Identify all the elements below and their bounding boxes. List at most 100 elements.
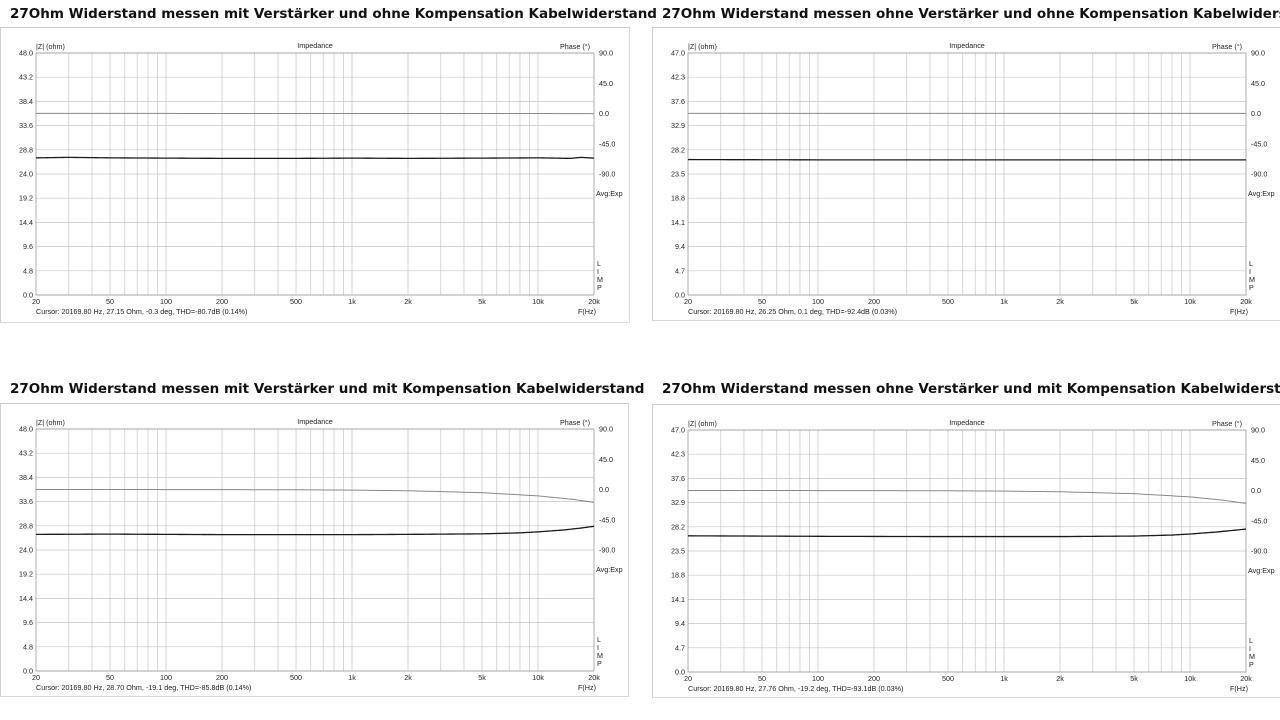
y-right-tick-label: 45.0	[1251, 456, 1265, 465]
heading-suffix: Kompensation Kabelwiderstand	[397, 381, 645, 397]
y-tick-label: 37.6	[671, 474, 685, 483]
y-right-tick-label: 45.0	[1251, 79, 1265, 88]
impedance-chart-4[interactable]: 0.0 4.7 9.4 14.1 18.8 23.5 28.2 32.9 37.6 42.3 47.…	[652, 404, 1280, 698]
chart-svg: 0.0 4.7 9.4 14.1 18.8 23.5 28.2 32.9 37.6 42.3 47.…	[671, 418, 1275, 693]
y-tick-label: 0.0	[23, 291, 33, 300]
heading-compensation-mode: mit	[1036, 381, 1062, 397]
impedance-chart-2[interactable]: 0.0 4.7 9.4 14.1 18.8 23.5 28.2 32.9 37.6 42.3 47.…	[652, 27, 1280, 321]
heading-suffix: Kompensation Kabelwiderstand	[410, 6, 657, 22]
y-tick-label: 4.8	[23, 642, 33, 651]
heading-amplifier-mode: ohne	[875, 381, 914, 397]
x-tick-label: 2k	[404, 673, 412, 682]
y-right-tick-label: 0.0	[599, 109, 609, 118]
x-tick-label: 200	[216, 673, 228, 682]
y-tick-label: 32.9	[671, 121, 685, 130]
x-tick-label: 20k	[588, 673, 600, 682]
y-tick-label: 43.2	[19, 73, 33, 82]
impedance-chart-1[interactable]: 0.0 4.8 9.6 14.4 19.2 24.0 28.8 33.6 38.4 43.2 48.…	[0, 27, 630, 323]
y-tick-label: 37.6	[671, 97, 685, 106]
y-tick-label: 4.7	[675, 266, 685, 275]
x-axis-label: F(Hz)	[1230, 684, 1248, 693]
x-tick-label: 20	[684, 297, 692, 306]
y-tick-label: 0.0	[23, 667, 33, 676]
x-tick-label: 500	[942, 297, 954, 306]
y-tick-label: 43.2	[19, 449, 33, 458]
y-tick-label: 24.0	[19, 170, 33, 179]
x-tick-label: 20	[32, 297, 40, 306]
y-right-tick-label: 90.0	[599, 49, 613, 58]
limp-letter: L	[1249, 636, 1253, 645]
limp-letter: M	[1249, 652, 1255, 661]
impedance-series-line	[35, 156, 595, 160]
x-tick-label: 5k	[1130, 674, 1138, 683]
chart-title: Impedance	[297, 41, 333, 50]
x-tick-label: 100	[812, 674, 824, 683]
y-axis-label: |Z| (ohm)	[36, 42, 65, 51]
cursor-readout: Cursor: 20169.80 Hz, 27.76 Ohm, -19.2 de…	[688, 684, 903, 693]
x-tick-label: 20k	[1240, 674, 1252, 683]
y-tick-label: 9.4	[675, 619, 685, 628]
x-axis-label: F(Hz)	[1230, 307, 1248, 316]
x-tick-label: 500	[290, 673, 302, 682]
chart-title: Impedance	[949, 41, 985, 50]
x-tick-label: 1k	[1000, 674, 1008, 683]
x-tick-label: 50	[758, 297, 766, 306]
y-right-tick-label: -90.0	[599, 170, 615, 179]
y-tick-label: 23.5	[671, 547, 685, 556]
y-tick-label: 28.2	[671, 145, 685, 154]
heading-prefix: 27Ohm Widerstand messen	[10, 6, 224, 22]
y-axis-label: |Z| (ohm)	[688, 419, 717, 428]
y-right-axis-label: Phase (°)	[1212, 419, 1242, 428]
heading-amplifier-mode: ohne	[875, 6, 914, 22]
x-tick-label: 2k	[1056, 674, 1064, 683]
y-tick-label: 23.5	[671, 170, 685, 179]
cursor-readout: Cursor: 20169.80 Hz, 27.15 Ohm, -0.3 deg…	[36, 307, 247, 316]
limp-letter: I	[597, 643, 599, 652]
panel-heading: 27Ohm Widerstand messen mit Verstärker u…	[10, 381, 644, 397]
x-tick-label: 5k	[478, 297, 486, 306]
phase-series-line	[687, 490, 1247, 504]
y-tick-label: 38.4	[19, 473, 33, 482]
heading-middle: Verstärker und	[913, 6, 1037, 22]
y-tick-label: 19.2	[19, 194, 33, 203]
x-tick-label: 500	[290, 297, 302, 306]
impedance-chart-3[interactable]: 0.0 4.8 9.6 14.4 19.2 24.0 28.8 33.6 38.4 43.2 48.…	[0, 403, 629, 697]
chart-svg: 0.0 4.8 9.6 14.4 19.2 24.0 28.8 33.6 38.4 43.2 48.…	[19, 417, 623, 692]
heading-prefix: 27Ohm Widerstand messen	[662, 381, 876, 397]
x-tick-label: 20	[684, 674, 692, 683]
x-tick-label: 2k	[404, 297, 412, 306]
y-tick-label: 28.8	[19, 521, 33, 530]
y-tick-label: 14.1	[671, 595, 685, 604]
limp-letter: M	[1249, 275, 1255, 284]
y-tick-label: 14.4	[19, 218, 33, 227]
y-tick-label: 28.8	[19, 145, 33, 154]
impedance-series-line	[35, 525, 595, 536]
y-tick-label: 38.4	[19, 97, 33, 106]
y-right-tick-label: -45.0	[599, 515, 615, 524]
x-tick-label: 500	[942, 674, 954, 683]
cursor-readout: Cursor: 20169.80 Hz, 26.25 Ohm, 0.1 deg,…	[688, 307, 897, 316]
heading-amplifier-mode: mit	[223, 381, 250, 397]
y-tick-label: 18.8	[671, 571, 685, 580]
y-tick-label: 19.2	[19, 570, 33, 579]
plot-frame	[35, 52, 595, 296]
x-tick-label: 5k	[478, 673, 486, 682]
chart-title: Impedance	[297, 417, 333, 426]
x-tick-label: 1k	[348, 673, 356, 682]
panel-heading: 27Ohm Widerstand messen ohne Verstärker …	[662, 6, 1280, 22]
x-axis-label: F(Hz)	[578, 683, 596, 692]
limp-letter: L	[1249, 259, 1253, 268]
y-tick-label: 9.6	[23, 242, 33, 251]
heading-middle: Verstärker und	[249, 381, 373, 397]
limp-letter: P	[597, 283, 602, 292]
x-tick-label: 50	[106, 673, 114, 682]
x-tick-label: 20k	[588, 297, 600, 306]
grid	[36, 52, 594, 296]
x-tick-label: 200	[868, 297, 880, 306]
plot-frame	[35, 428, 595, 672]
y-tick-label: 14.1	[671, 218, 685, 227]
x-axis-label: F(Hz)	[578, 307, 596, 316]
y-tick-label: 42.3	[671, 73, 685, 82]
x-tick-label: 2k	[1056, 297, 1064, 306]
y-tick-label: 0.0	[675, 291, 685, 300]
